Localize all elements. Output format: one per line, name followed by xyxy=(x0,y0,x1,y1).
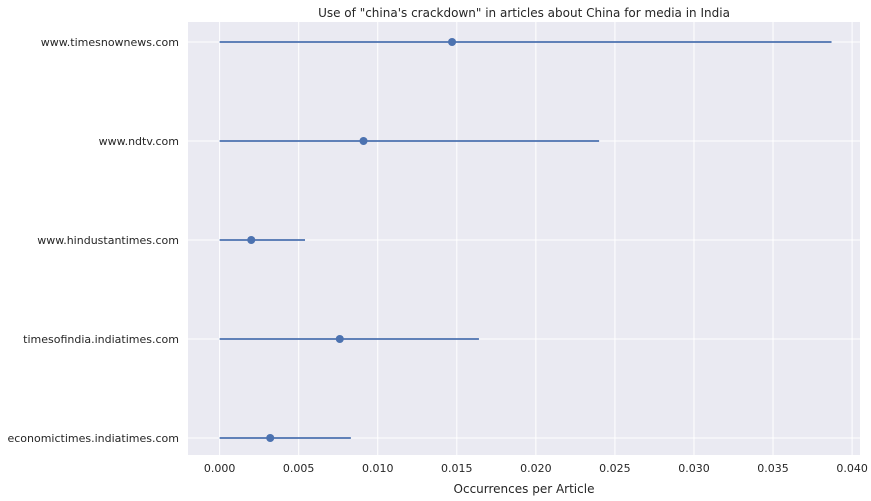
x-tick-label: 0.025 xyxy=(599,462,631,475)
x-tick-label: 0.040 xyxy=(836,462,868,475)
chart-title: Use of "china's crackdown" in articles a… xyxy=(318,6,730,20)
data-point xyxy=(247,236,256,244)
x-tick-label: 0.015 xyxy=(441,462,473,475)
y-tick-label: timesofindia.indiatimes.com xyxy=(23,333,179,346)
plot-area xyxy=(188,22,860,455)
x-tick-label: 0.005 xyxy=(283,462,315,475)
x-tick-label: 0.030 xyxy=(678,462,710,475)
y-tick-label: www.ndtv.com xyxy=(99,135,179,148)
data-point xyxy=(335,335,344,343)
data-point xyxy=(266,434,275,442)
data-point xyxy=(359,137,368,145)
y-tick-label: www.hindustantimes.com xyxy=(37,234,179,247)
y-tick-label: economictimes.indiatimes.com xyxy=(7,432,179,445)
x-axis-label: Occurrences per Article xyxy=(454,482,595,496)
data-point xyxy=(448,38,457,46)
y-tick-label: www.timesnownews.com xyxy=(41,36,179,49)
x-tick-label: 0.020 xyxy=(520,462,552,475)
y-tick-labels: www.timesnownews.com www.ndtv.com www.hind… xyxy=(7,36,179,445)
x-tick-label: 0.035 xyxy=(757,462,789,475)
data-points xyxy=(247,38,457,442)
x-tick-label: 0.000 xyxy=(204,462,236,475)
error-bars xyxy=(219,41,832,439)
x-tick-labels: 0.000 0.005 0.010 0.015 0.020 0.025 0.030 0.035… xyxy=(204,462,868,475)
x-tick-label: 0.010 xyxy=(362,462,394,475)
